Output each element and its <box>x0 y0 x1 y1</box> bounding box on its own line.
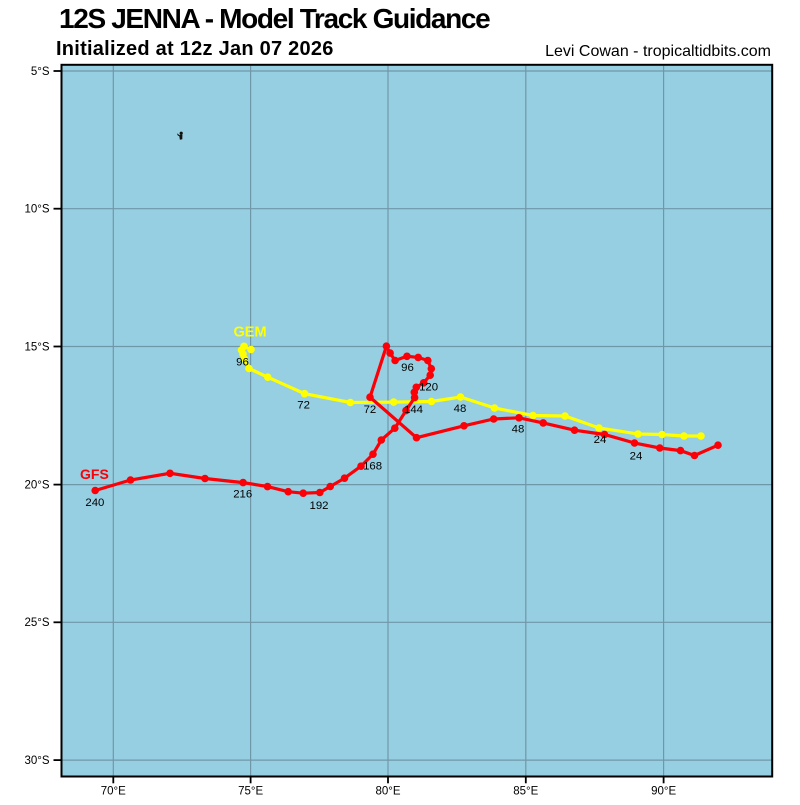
svg-text:48: 48 <box>512 423 525 435</box>
svg-text:216: 216 <box>233 489 252 501</box>
svg-text:85°E: 85°E <box>513 786 538 798</box>
svg-text:72: 72 <box>364 404 377 416</box>
svg-text:75°E: 75°E <box>238 786 263 798</box>
svg-text:GFS: GFS <box>80 466 109 482</box>
svg-text:10°S: 10°S <box>24 204 49 216</box>
svg-text:96: 96 <box>236 357 249 369</box>
svg-text:24: 24 <box>594 434 607 446</box>
svg-text:80°E: 80°E <box>375 786 400 798</box>
svg-text:Levi Cowan - tropicaltidbits.c: Levi Cowan - tropicaltidbits.com <box>545 43 771 60</box>
svg-text:12S JENNA - Model Track Guidan: 12S JENNA - Model Track Guidance <box>59 3 490 34</box>
svg-text:96: 96 <box>401 362 414 374</box>
svg-text:70°E: 70°E <box>101 786 126 798</box>
svg-text:5°S: 5°S <box>31 66 50 78</box>
svg-text:24: 24 <box>630 450 643 462</box>
svg-text:120: 120 <box>419 382 438 394</box>
svg-text:30°S: 30°S <box>24 755 49 767</box>
svg-text:72: 72 <box>297 400 310 412</box>
svg-text:240: 240 <box>85 497 104 509</box>
svg-text:192: 192 <box>309 500 328 512</box>
svg-text:15°S: 15°S <box>24 341 49 353</box>
svg-text:90°E: 90°E <box>651 786 676 798</box>
svg-text:48: 48 <box>454 403 467 415</box>
svg-text:GEM: GEM <box>234 325 267 341</box>
svg-text:Initialized at 12z Jan 07 2026: Initialized at 12z Jan 07 2026 <box>56 38 334 60</box>
svg-text:168: 168 <box>363 461 382 473</box>
svg-text:25°S: 25°S <box>24 617 49 629</box>
svg-text:144: 144 <box>404 404 423 416</box>
svg-text:20°S: 20°S <box>24 479 49 491</box>
